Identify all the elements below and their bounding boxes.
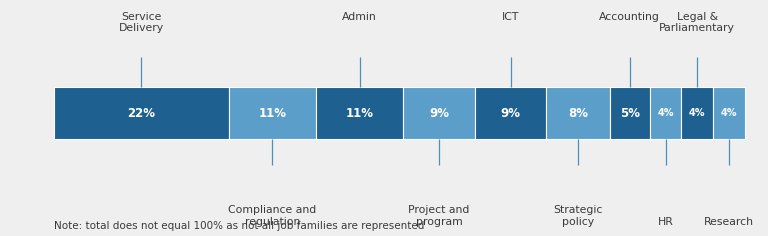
Text: Accounting: Accounting <box>599 12 660 22</box>
Text: Note: total does not equal 100% as not all job families are represented: Note: total does not equal 100% as not a… <box>54 221 424 231</box>
Text: HR: HR <box>657 217 674 227</box>
Text: Admin: Admin <box>343 12 377 22</box>
Text: 8%: 8% <box>568 107 588 120</box>
Text: Research: Research <box>704 217 754 227</box>
Bar <box>475 87 546 139</box>
Text: 22%: 22% <box>127 107 155 120</box>
Bar <box>403 87 475 139</box>
Text: Strategic
policy: Strategic policy <box>554 205 603 227</box>
Text: 9%: 9% <box>501 107 521 120</box>
Bar <box>546 87 610 139</box>
Bar <box>681 87 713 139</box>
Bar <box>713 87 745 139</box>
Text: Service
Delivery: Service Delivery <box>118 12 164 34</box>
Text: 5%: 5% <box>620 107 640 120</box>
Text: Project and
program: Project and program <box>409 205 470 227</box>
Text: Compliance and
regulation: Compliance and regulation <box>228 205 316 227</box>
Text: 4%: 4% <box>689 108 706 118</box>
Bar <box>316 87 403 139</box>
Text: ICT: ICT <box>502 12 519 22</box>
Text: 11%: 11% <box>258 107 286 120</box>
Text: 4%: 4% <box>721 108 737 118</box>
Bar <box>650 87 681 139</box>
Text: Legal &
Parliamentary: Legal & Parliamentary <box>660 12 735 34</box>
Bar <box>54 87 229 139</box>
Text: 11%: 11% <box>346 107 374 120</box>
Text: 9%: 9% <box>429 107 449 120</box>
Bar <box>610 87 650 139</box>
Text: 4%: 4% <box>657 108 674 118</box>
Bar <box>229 87 316 139</box>
